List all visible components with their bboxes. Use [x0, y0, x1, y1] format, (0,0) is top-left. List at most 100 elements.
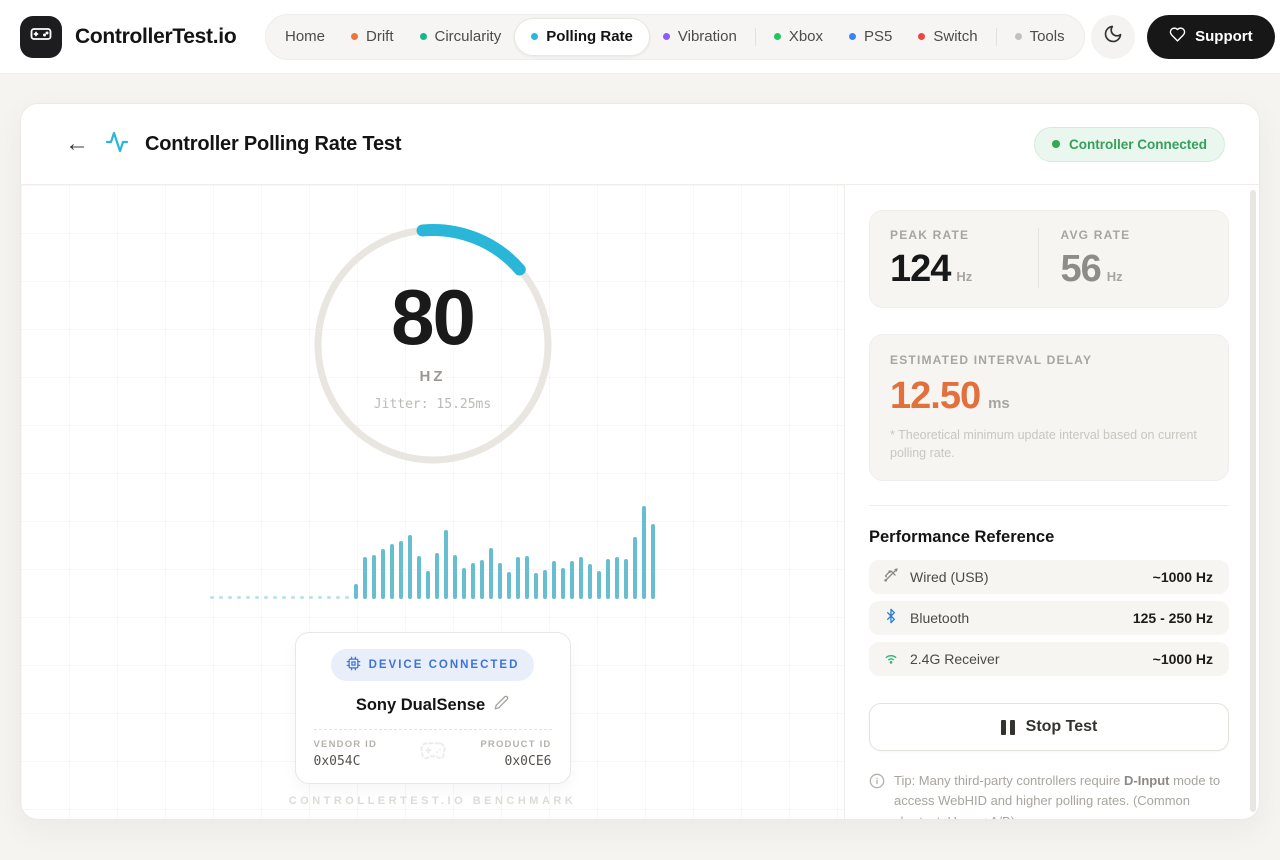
- product-id-label: PRODUCT ID: [480, 739, 552, 750]
- main-nav: Home Drift Circularity Polling Rate Vibr…: [265, 13, 1085, 60]
- nav-item-xbox[interactable]: Xbox: [761, 18, 836, 56]
- chip-icon: [346, 656, 361, 674]
- histogram-dot: [327, 596, 331, 599]
- info-icon: [869, 773, 885, 819]
- histogram-dot: [273, 596, 277, 599]
- histogram-bar: [615, 557, 619, 599]
- rate-stats-card: PEAK RATE 124 Hz AVG RATE 56 Hz: [869, 210, 1229, 308]
- tools-dot-icon: [1014, 33, 1022, 40]
- device-card-divider: [313, 729, 552, 730]
- edit-pencil-icon[interactable]: [494, 695, 509, 715]
- histogram-bar: [543, 570, 547, 599]
- status-badge-label: Controller Connected: [1068, 136, 1207, 152]
- nav-item-ps5[interactable]: PS5: [836, 18, 905, 56]
- histogram-bar: [453, 555, 457, 599]
- polling-rate-dot-icon: [531, 33, 539, 40]
- avg-rate-unit: Hz: [1106, 269, 1123, 284]
- sidebar-scrollbar[interactable]: [1250, 190, 1256, 812]
- histogram-dot: [345, 596, 349, 599]
- histogram-dot: [309, 596, 313, 599]
- avg-rate-stat: AVG RATE 56 Hz: [1037, 228, 1209, 288]
- top-navbar: ControllerTest.io Home Drift Circularity…: [0, 0, 1280, 74]
- activity-icon: [105, 130, 129, 159]
- vendor-id-value: 0x054C: [313, 754, 361, 769]
- stop-test-button[interactable]: Stop Test: [869, 703, 1229, 752]
- histogram-bar: [534, 573, 538, 599]
- vibration-dot-icon: [662, 33, 670, 40]
- nav-item-polling-rate[interactable]: Polling Rate: [514, 17, 650, 56]
- histogram-bar: [390, 544, 394, 599]
- histogram-bar: [426, 571, 430, 599]
- histogram-bar: [471, 563, 475, 599]
- delay-note: * Theoretical minimum update interval ba…: [890, 428, 1197, 461]
- heart-icon: [1169, 26, 1186, 47]
- histogram-dot: [300, 596, 304, 599]
- support-label: Support: [1195, 28, 1253, 45]
- histogram-dot: [219, 596, 223, 599]
- back-button[interactable]: ←: [65, 130, 89, 157]
- reference-name: Wired (USB): [910, 569, 989, 586]
- vendor-id-label: VENDOR ID: [313, 739, 378, 750]
- reference-value: ~1000 Hz: [1152, 651, 1213, 668]
- nav-item-vibration[interactable]: Vibration: [650, 18, 750, 56]
- histogram-dot: [246, 596, 250, 599]
- nav-label: Tools: [1029, 28, 1065, 45]
- product-id-block: PRODUCT ID 0x0CE6: [480, 739, 551, 769]
- histogram-bar: [570, 561, 574, 599]
- drift-dot-icon: [351, 33, 359, 40]
- device-connected-badge: DEVICE CONNECTED: [330, 649, 535, 681]
- device-card: DEVICE CONNECTED Sony DualSense VENDOR I…: [294, 632, 571, 784]
- device-badge-label: DEVICE CONNECTED: [368, 659, 520, 671]
- nav-item-drift[interactable]: Drift: [338, 18, 407, 56]
- delay-value: 12.50: [890, 375, 981, 417]
- pause-icon: [1000, 719, 1015, 735]
- histogram-bar: [588, 564, 592, 599]
- histogram-dot: [318, 596, 322, 599]
- nav-group-divider: [995, 27, 997, 46]
- brand-name: ControllerTest.io: [75, 24, 237, 48]
- nav-item-circularity[interactable]: Circularity: [407, 18, 515, 56]
- reference-row-wired: Wired (USB) ~1000 Hz: [869, 560, 1229, 595]
- nav-item-tools[interactable]: Tools: [1002, 18, 1078, 56]
- gauge-jitter: Jitter: 15.25ms: [373, 397, 492, 412]
- support-button[interactable]: Support: [1147, 14, 1275, 59]
- wifi-icon: [883, 649, 899, 670]
- switch-dot-icon: [918, 33, 926, 40]
- peak-rate-label: PEAK RATE: [890, 228, 970, 242]
- histogram-bar: [462, 568, 466, 599]
- histogram-dot: [210, 596, 214, 599]
- device-name: Sony DualSense: [355, 695, 486, 714]
- histogram-bar: [642, 506, 646, 599]
- nav-label: Drift: [366, 28, 394, 45]
- histogram-bar: [579, 557, 583, 599]
- gamepad-logo-icon: [29, 22, 53, 51]
- peak-rate-stat: PEAK RATE 124 Hz: [890, 228, 1038, 288]
- reference-name: 2.4G Receiver: [910, 651, 1000, 668]
- xbox-dot-icon: [773, 33, 781, 40]
- brand-logo: [20, 15, 62, 58]
- dark-mode-toggle[interactable]: [1091, 14, 1136, 59]
- nav-item-switch[interactable]: Switch: [905, 18, 990, 56]
- histogram-bar: [624, 559, 628, 599]
- histogram-bar: [597, 571, 601, 599]
- vendor-id-block: VENDOR ID 0x054C: [314, 739, 378, 769]
- histogram-bar: [489, 548, 493, 599]
- histogram-bar: [633, 537, 637, 599]
- nav-item-home[interactable]: Home: [272, 18, 338, 56]
- moon-icon: [1103, 24, 1123, 49]
- tip-text: Tip: Many third-party controllers requir…: [894, 773, 1221, 819]
- histogram-bar: [444, 530, 448, 599]
- gauge-unit: HZ: [419, 368, 446, 385]
- delay-unit: ms: [988, 395, 1010, 412]
- reference-row-24g: 2.4G Receiver ~1000 Hz: [869, 642, 1229, 677]
- nav-label: Polling Rate: [546, 28, 633, 45]
- usb-icon: [883, 567, 899, 588]
- page-title: Controller Polling Rate Test: [145, 132, 402, 155]
- histogram-dot: [255, 596, 259, 599]
- histogram-bar: [507, 572, 511, 599]
- brand[interactable]: ControllerTest.io: [20, 15, 265, 58]
- delay-label: ESTIMATED INTERVAL DELAY: [890, 353, 1093, 367]
- header-divider: [21, 184, 1259, 185]
- product-id-value: 0x0CE6: [504, 754, 552, 769]
- test-stage: 80 HZ Jitter: 15.25ms DEVICE CONNECT: [21, 185, 844, 819]
